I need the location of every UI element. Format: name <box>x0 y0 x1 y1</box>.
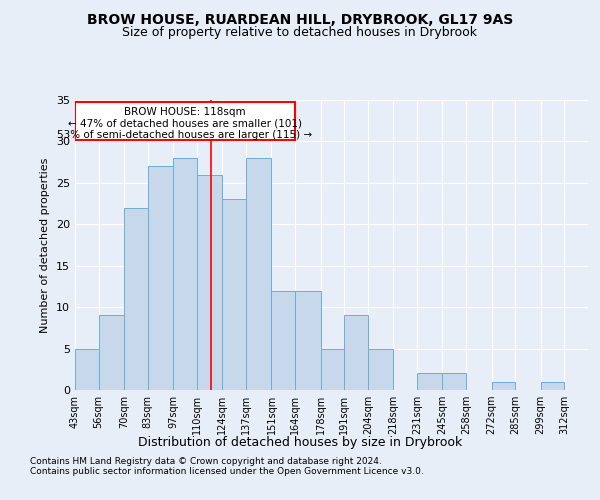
Bar <box>223 200 246 390</box>
Bar <box>246 158 271 390</box>
Text: BROW HOUSE: 118sqm: BROW HOUSE: 118sqm <box>124 106 246 117</box>
Bar <box>320 348 344 390</box>
Bar <box>124 208 148 390</box>
Text: Contains HM Land Registry data © Crown copyright and database right 2024.: Contains HM Land Registry data © Crown c… <box>30 457 382 466</box>
Text: 53% of semi-detached houses are larger (115) →: 53% of semi-detached houses are larger (… <box>58 130 313 140</box>
Text: Size of property relative to detached houses in Drybrook: Size of property relative to detached ho… <box>122 26 478 39</box>
Bar <box>368 348 394 390</box>
Text: BROW HOUSE, RUARDEAN HILL, DRYBROOK, GL17 9AS: BROW HOUSE, RUARDEAN HILL, DRYBROOK, GL1… <box>87 12 513 26</box>
FancyBboxPatch shape <box>75 102 295 140</box>
Text: Distribution of detached houses by size in Drybrook: Distribution of detached houses by size … <box>138 436 462 449</box>
Bar <box>344 316 368 390</box>
Bar <box>98 316 124 390</box>
Bar <box>271 290 295 390</box>
Bar <box>442 374 466 390</box>
Bar <box>295 290 320 390</box>
Bar <box>541 382 565 390</box>
Y-axis label: Number of detached properties: Number of detached properties <box>40 158 50 332</box>
Bar <box>491 382 515 390</box>
Text: Contains public sector information licensed under the Open Government Licence v3: Contains public sector information licen… <box>30 467 424 476</box>
Bar <box>197 174 223 390</box>
Bar <box>173 158 197 390</box>
Bar <box>148 166 173 390</box>
Bar <box>75 348 98 390</box>
Bar <box>417 374 442 390</box>
Text: ← 47% of detached houses are smaller (101): ← 47% of detached houses are smaller (10… <box>68 118 302 128</box>
